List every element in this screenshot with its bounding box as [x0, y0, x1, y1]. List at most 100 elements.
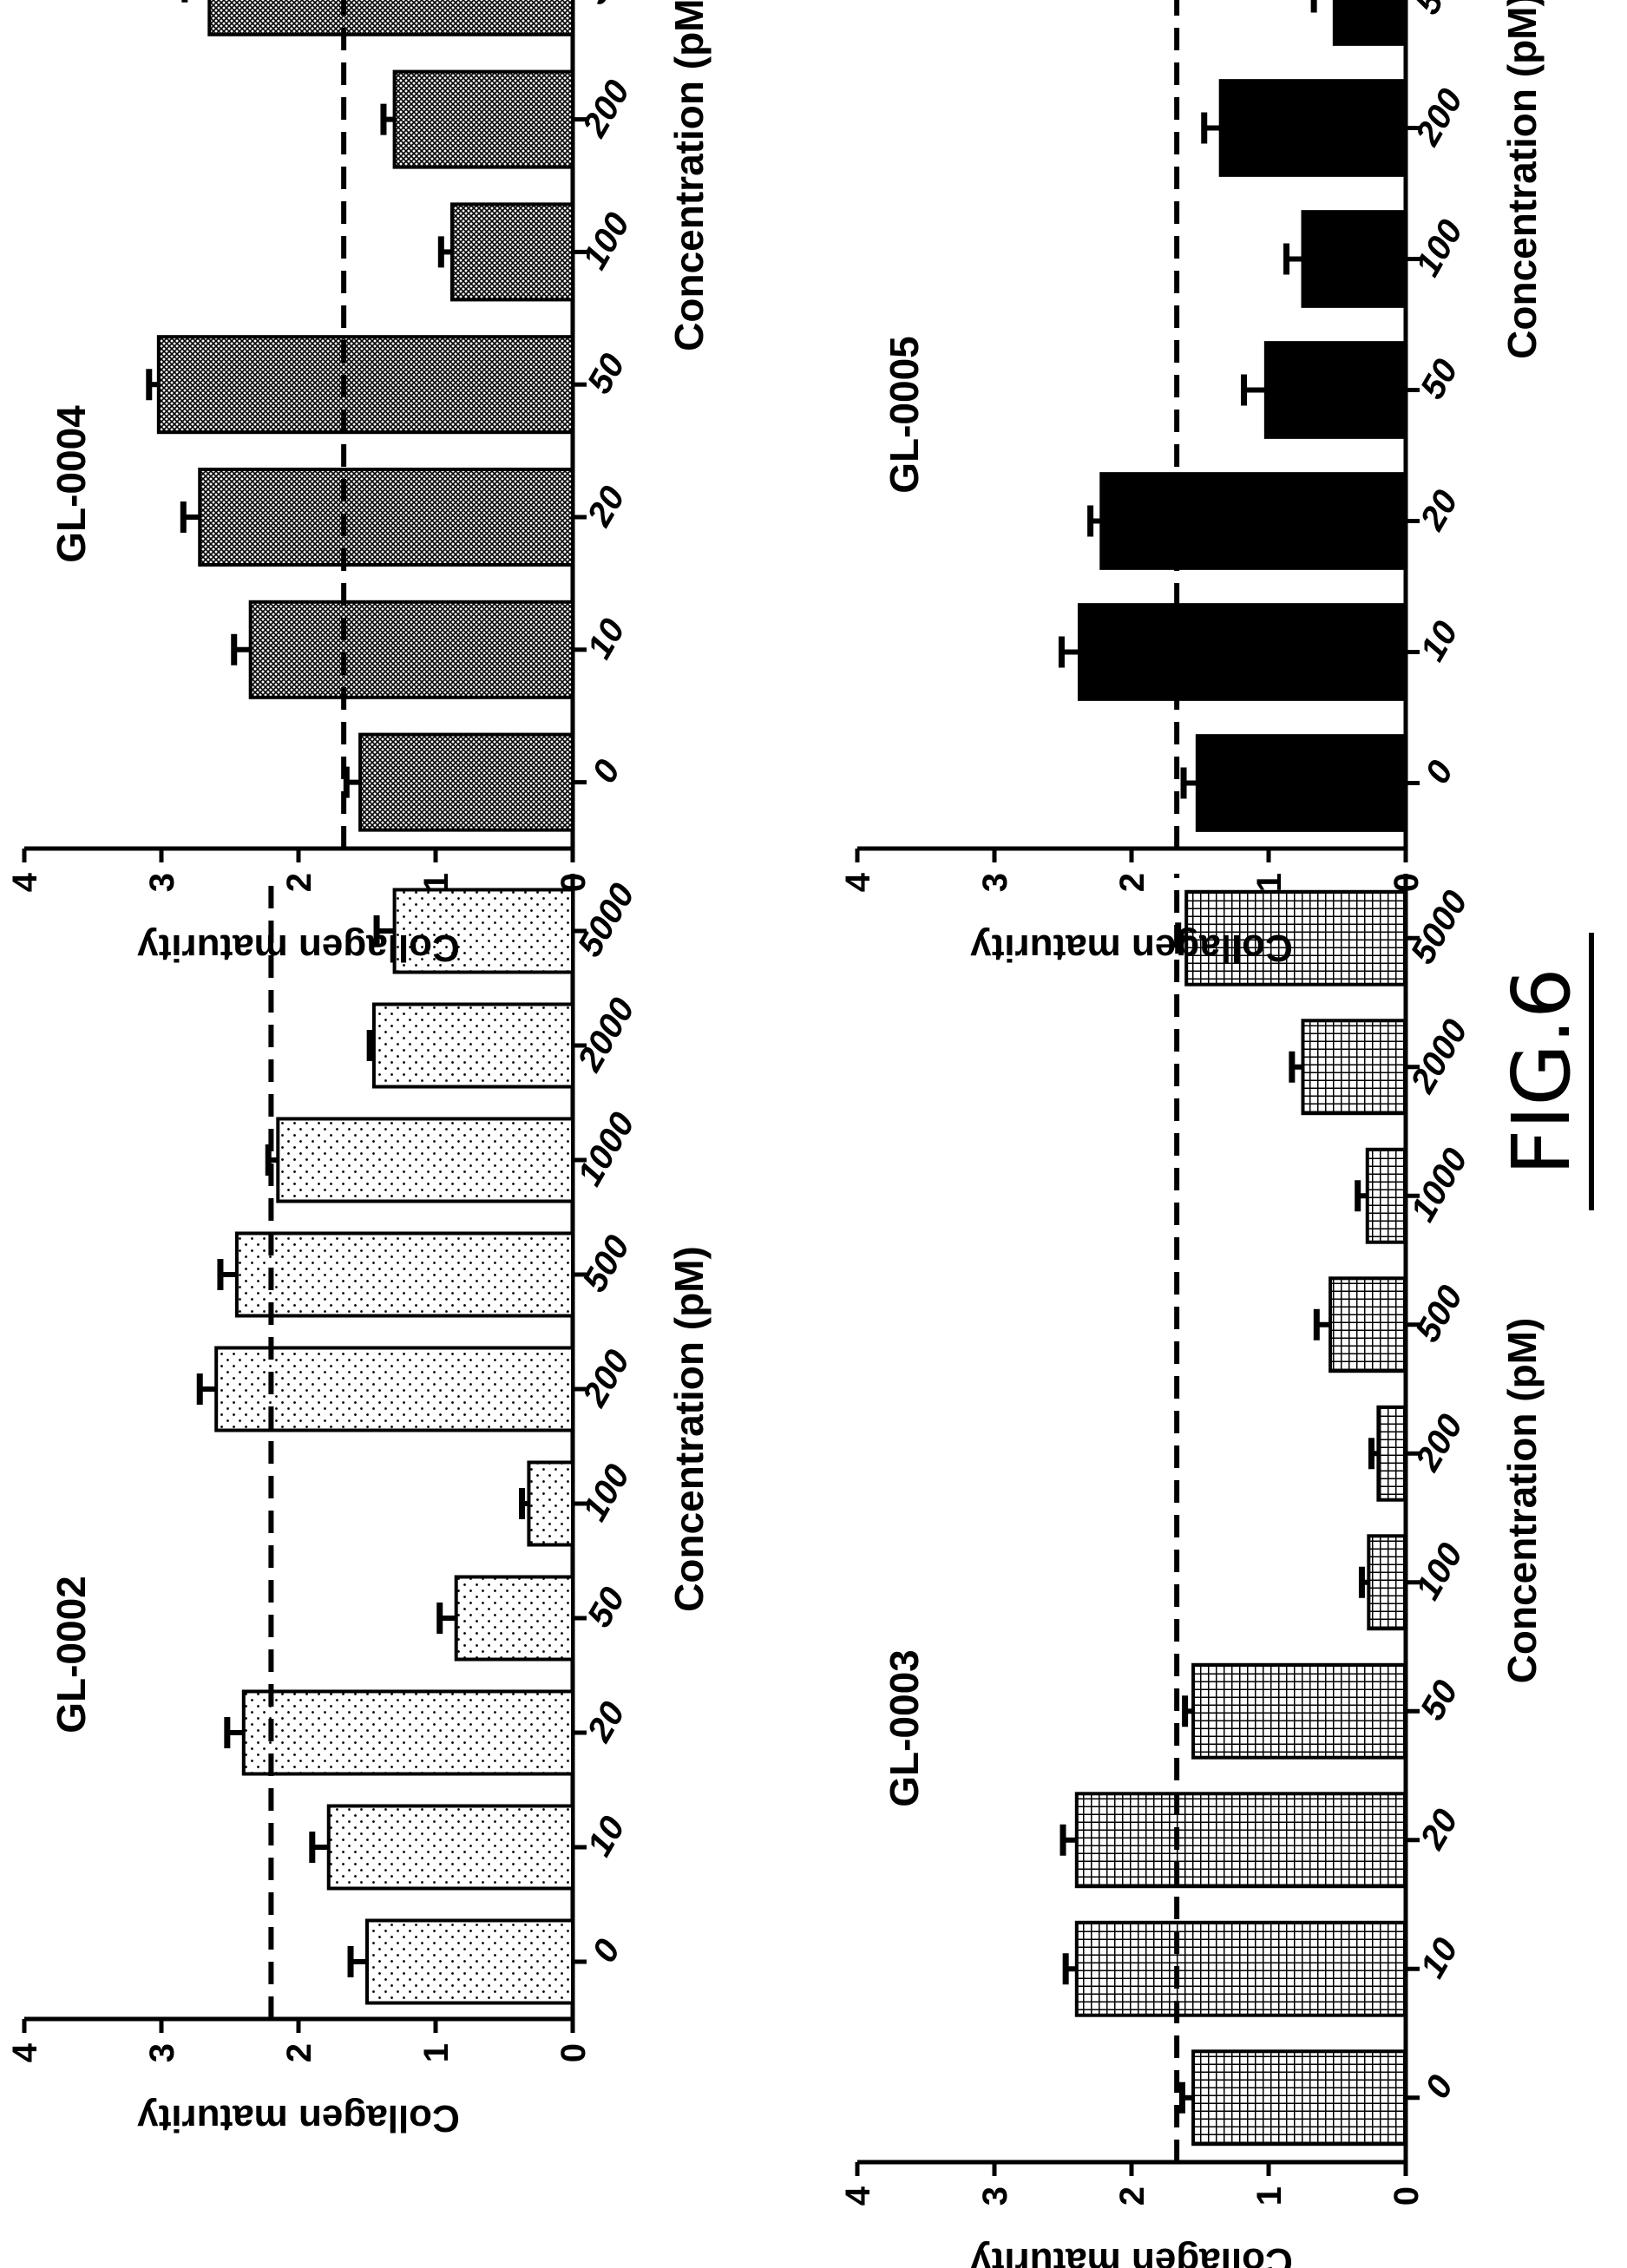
x-tick-label: 1000	[1403, 1142, 1475, 1228]
y-tick-label: 0	[1388, 873, 1426, 892]
figure-label: FIG.6	[1495, 967, 1588, 1175]
bar	[371, 1002, 574, 1089]
x-tick-label: 2000	[570, 992, 642, 1078]
x-tick-label: 200	[575, 1344, 638, 1414]
x-tick-label: 10	[1414, 1931, 1466, 1984]
bar	[326, 1804, 574, 1891]
bar	[1191, 2049, 1407, 2147]
x-tick-label: 0	[585, 753, 627, 789]
y-axis-label: Collagen maturity	[970, 2240, 1293, 2268]
x-tick-label: 0	[1418, 754, 1460, 790]
bar	[1099, 472, 1407, 570]
bar	[1367, 1534, 1408, 1631]
bar	[1195, 734, 1407, 832]
y-tick-label: 4	[839, 872, 877, 892]
y-tick-label: 2	[280, 873, 318, 892]
bar	[276, 1117, 574, 1203]
x-axis-label: Concentration (pM)	[666, 0, 712, 351]
bar	[1263, 341, 1407, 439]
y-tick-label: 1	[1250, 873, 1289, 892]
chart-title: GL-0003	[882, 1649, 927, 1807]
x-tick-label: 20	[1413, 1803, 1466, 1856]
x-tick-label: 100	[1408, 213, 1470, 283]
bar	[1332, 0, 1408, 46]
y-tick-label: 2	[280, 2043, 318, 2062]
y-tick-label: 4	[6, 872, 44, 892]
x-tick-label: 50	[1414, 353, 1466, 406]
x-axis-label: Concentration (pM)	[666, 1246, 712, 1612]
y-tick-label: 4	[6, 2042, 44, 2062]
y-axis-label: Collagen maturity	[137, 927, 460, 969]
y-axis-label: Collagen maturity	[137, 2097, 460, 2140]
x-tick-label: 10	[1414, 615, 1466, 668]
bar	[1328, 1276, 1407, 1373]
x-tick-label: 0	[1418, 2069, 1460, 2105]
x-tick-label: 100	[575, 1458, 637, 1528]
bar	[248, 600, 574, 699]
x-tick-label: 20	[580, 480, 633, 533]
bar	[1218, 79, 1408, 177]
bar	[1074, 1920, 1407, 2017]
x-tick-label: 10	[581, 613, 633, 665]
figure-label-group: FIG.6	[1495, 933, 1594, 1210]
x-tick-label: 2000	[1403, 1013, 1475, 1100]
bar	[392, 69, 574, 169]
x-tick-label: 10	[581, 1810, 633, 1863]
bar	[1077, 603, 1407, 701]
x-tick-label: 1000	[570, 1106, 642, 1192]
bar	[527, 1460, 575, 1547]
x-axis-label: Concentration (pM)	[1499, 1318, 1545, 1684]
y-tick-label: 1	[417, 2043, 456, 2062]
bar	[1376, 1405, 1408, 1502]
x-tick-label: 0	[585, 1933, 627, 1969]
bar	[198, 467, 575, 567]
y-tick-label: 4	[839, 2186, 877, 2206]
y-tick-label: 3	[976, 873, 1014, 892]
x-tick-label: 5000	[1403, 884, 1475, 970]
bar	[1301, 1019, 1407, 1116]
y-tick-label: 0	[554, 2043, 593, 2062]
x-tick-label: 500	[1408, 0, 1470, 21]
bar	[1301, 210, 1407, 308]
chart-title: GL-0004	[49, 405, 94, 563]
x-tick-label: 500	[575, 0, 637, 10]
y-tick-label: 1	[1250, 2186, 1289, 2206]
x-axis-label: Concentration (pM)	[1499, 0, 1545, 359]
x-tick-label: 20	[1413, 484, 1466, 537]
x-tick-label: 100	[575, 206, 637, 276]
bar	[1365, 1147, 1408, 1244]
bar	[207, 0, 575, 36]
x-tick-label: 100	[1408, 1537, 1470, 1606]
x-tick-label: 50	[581, 347, 633, 400]
y-tick-label: 3	[143, 2043, 181, 2062]
bar	[454, 1575, 575, 1662]
y-axis-label: Collagen maturity	[970, 927, 1293, 969]
x-tick-label: 200	[1408, 82, 1471, 153]
chart-title: GL-0005	[882, 336, 927, 494]
bar	[365, 1918, 574, 2005]
x-tick-label: 50	[1414, 1674, 1466, 1727]
chart-title: GL-0002	[49, 1576, 94, 1734]
x-tick-label: 500	[575, 1229, 637, 1299]
y-tick-label: 2	[1113, 873, 1151, 892]
x-tick-label: 200	[575, 74, 638, 144]
x-tick-label: 200	[1408, 1408, 1471, 1478]
y-tick-label: 0	[1388, 2186, 1426, 2206]
y-tick-label: 0	[554, 873, 593, 892]
y-tick-label: 3	[976, 2186, 1014, 2206]
x-tick-label: 20	[580, 1695, 633, 1748]
x-tick-label: 500	[1408, 1279, 1470, 1348]
y-tick-label: 3	[143, 873, 181, 892]
bar	[449, 202, 575, 302]
x-tick-label: 50	[581, 1581, 633, 1634]
bar	[156, 335, 574, 435]
bar	[234, 1231, 574, 1318]
bar	[1074, 1792, 1407, 1889]
